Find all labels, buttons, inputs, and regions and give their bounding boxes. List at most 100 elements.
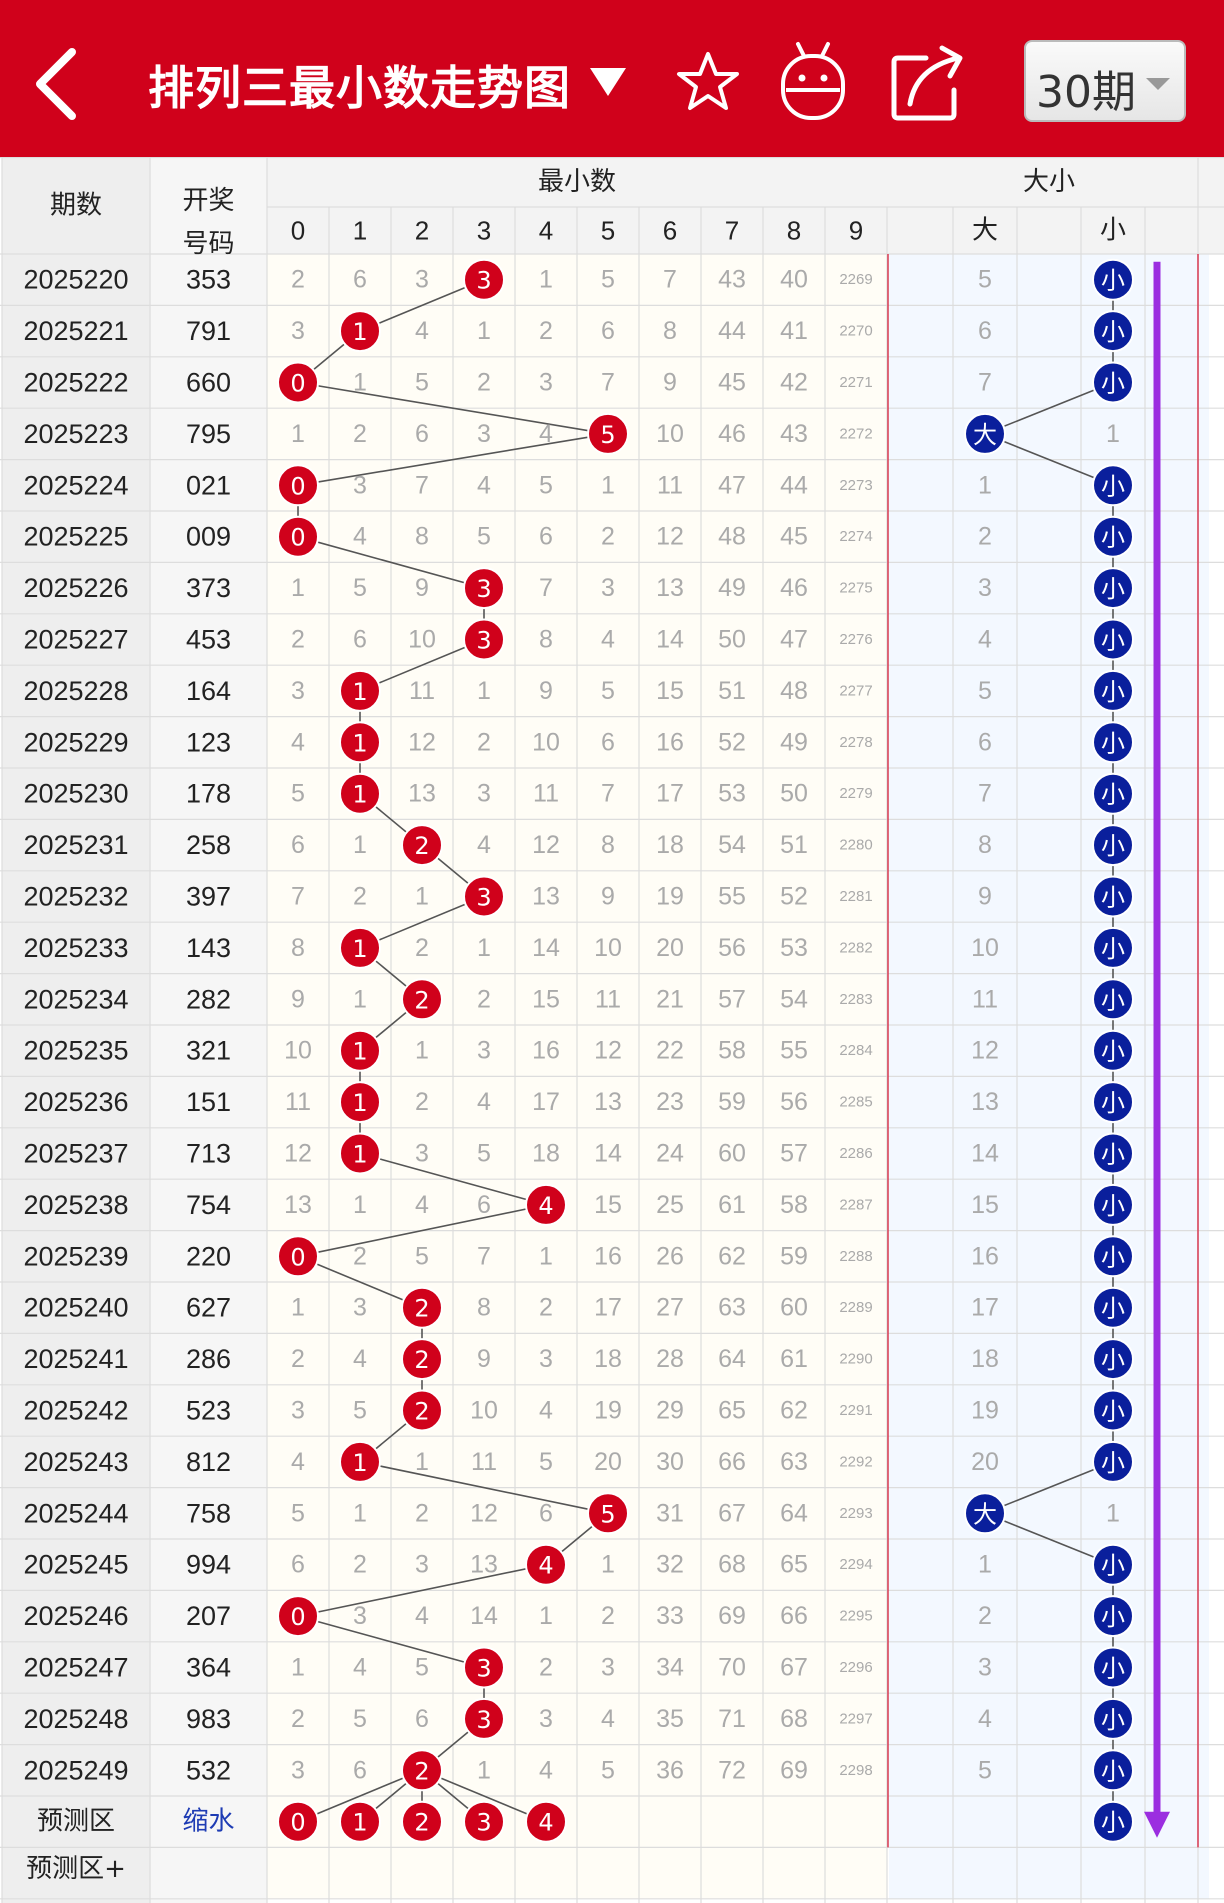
omission-cell: 44: [780, 471, 808, 499]
omission-cell: 2271: [839, 374, 872, 391]
omission-cell: 10: [284, 1037, 312, 1065]
digit-header-6: 6: [663, 216, 677, 246]
omission-cell: 1: [353, 831, 367, 859]
omission-cell: 17: [532, 1088, 560, 1116]
omission-cell: 2269: [839, 271, 872, 288]
size-trend-line: [984, 1512, 1114, 1566]
size-small-hit-ball: [1092, 361, 1134, 404]
omission-cell: 2287: [839, 1196, 872, 1213]
omission-cell: 4: [291, 1448, 305, 1476]
big-omission-cell: 10: [971, 934, 999, 962]
omission-cell: 2283: [839, 991, 872, 1008]
draw-number-cell: 373: [186, 573, 231, 603]
big-omission-cell: 2: [978, 523, 992, 551]
min-digit-hit-ball: [463, 1697, 505, 1740]
omission-cell: 3: [415, 1140, 429, 1168]
omission-cell: 3: [415, 266, 429, 294]
period-cell: 2025222: [23, 368, 128, 398]
digit-header-2: 2: [415, 216, 429, 246]
omission-cell: 2293: [839, 1505, 872, 1522]
period-cell: 2025243: [23, 1447, 128, 1477]
omission-cell: 15: [532, 985, 560, 1013]
omission-cell: 2288: [839, 1248, 872, 1265]
omission-cell: 2282: [839, 939, 872, 956]
omission-cell: 18: [656, 831, 684, 859]
omission-cell: 8: [415, 523, 429, 551]
big-omission-cell: 1: [978, 1551, 992, 1579]
omission-cell: 2: [477, 985, 491, 1013]
omission-cell: 60: [718, 1140, 746, 1168]
size-small-hit-ball: [1092, 824, 1134, 867]
size-trend-line: [984, 433, 1114, 487]
robot-icon[interactable]: [778, 40, 848, 124]
size-small-hit-ball: [1092, 1595, 1134, 1638]
big-omission-cell: 15: [971, 1191, 999, 1219]
period-cell: 2025247: [23, 1653, 128, 1683]
omission-cell: 2274: [839, 528, 872, 545]
predict-plus-label[interactable]: 预测区+: [26, 1854, 126, 1884]
omission-cell: 3: [291, 1756, 305, 1784]
omission-cell: 4: [601, 626, 615, 654]
digit-header-3: 3: [477, 216, 491, 246]
omission-cell: 9: [601, 883, 615, 911]
omission-cell: 56: [780, 1088, 808, 1116]
omission-cell: 52: [780, 883, 808, 911]
period-cell: 2025248: [23, 1704, 128, 1734]
omission-cell: 5: [601, 266, 615, 294]
dropdown-caret-icon[interactable]: [590, 68, 626, 96]
min-digit-hit-label: 2: [414, 1757, 429, 1785]
omission-cell: 2286: [839, 1145, 872, 1162]
min-digit-hit-ball: [463, 258, 505, 301]
min-digit-hit-label: 2: [414, 986, 429, 1014]
omission-cell: 13: [532, 883, 560, 911]
predict-digit-label: 0: [290, 1809, 305, 1837]
omission-cell: 2: [415, 934, 429, 962]
draw-number-cell: 353: [186, 265, 231, 295]
omission-cell: 59: [718, 1088, 746, 1116]
min-digit-hit-ball: [339, 772, 381, 815]
omission-cell: 5: [291, 1499, 305, 1527]
predict-size-ball: [1092, 1800, 1134, 1843]
omission-cell: 3: [477, 1037, 491, 1065]
predict-digit-ball: [401, 1800, 443, 1843]
omission-cell: 6: [415, 1705, 429, 1733]
omission-cell: 11: [285, 1088, 311, 1116]
size-big-hit-ball: [964, 1492, 1006, 1535]
min-digit-hit-label: 0: [290, 524, 305, 552]
star-icon[interactable]: [676, 50, 740, 114]
omission-cell: 4: [415, 1191, 429, 1219]
omission-cell: 3: [477, 780, 491, 808]
omission-cell: 4: [477, 1088, 491, 1116]
omission-cell: 68: [780, 1705, 808, 1733]
trend-line: [297, 1615, 485, 1669]
omission-cell: 8: [539, 626, 553, 654]
omission-cell: 4: [477, 831, 491, 859]
size-small-hit-label: 小: [1101, 1295, 1125, 1323]
trend-line: [359, 895, 485, 949]
omission-cell: 3: [477, 420, 491, 448]
draw-number-cell: 523: [186, 1396, 231, 1426]
back-arrow-icon[interactable]: [28, 46, 88, 122]
shrink-link[interactable]: 缩水: [182, 1807, 234, 1837]
omission-cell: 7: [415, 471, 429, 499]
digit-header-7: 7: [725, 216, 739, 246]
predict-digit-label: 3: [476, 1809, 491, 1837]
omission-cell: 1: [353, 985, 367, 1013]
page-title[interactable]: 排列三最小数走势图: [148, 61, 571, 115]
period-select[interactable]: 30期: [1024, 40, 1186, 122]
big-omission-cell: 20: [971, 1448, 999, 1476]
share-icon[interactable]: [888, 44, 968, 122]
omission-cell: 12: [470, 1499, 498, 1527]
omission-cell: 3: [539, 1345, 553, 1373]
big-omission-cell: 6: [978, 317, 992, 345]
trend-line: [359, 1152, 547, 1206]
omission-cell: 7: [539, 574, 553, 602]
omission-cell: 7: [601, 780, 615, 808]
omission-cell: 2284: [839, 1042, 872, 1059]
omission-cell: 1: [353, 369, 367, 397]
predict-row-label: 预测区: [37, 1807, 115, 1837]
min-digit-hit-ball: [401, 978, 443, 1021]
period-cell: 2025246: [23, 1601, 128, 1631]
big-omission-cell: 7: [978, 780, 992, 808]
omission-cell: 4: [601, 1705, 615, 1733]
